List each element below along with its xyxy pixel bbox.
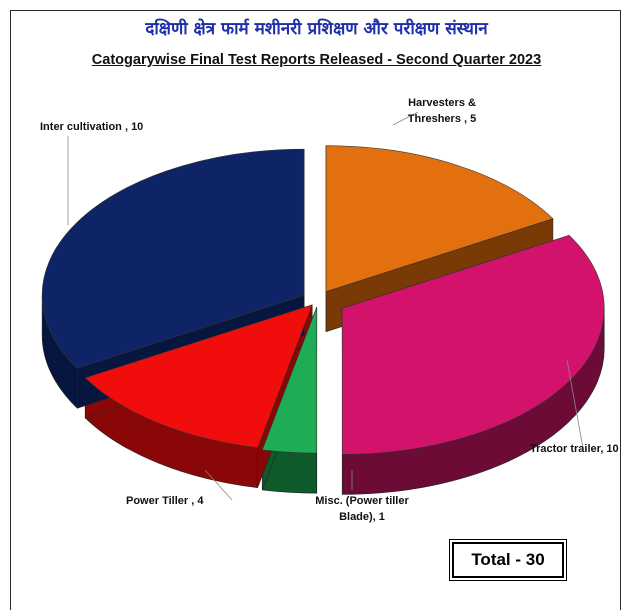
slice-misc-power-tiller-blade <box>261 307 318 454</box>
slice-power-tiller <box>84 304 313 448</box>
slice-harvesters-threshers <box>325 145 554 293</box>
data-label-line: Threshers , 5 <box>408 113 476 125</box>
data-label-misc-power-tiller-blade: Misc. (Power tiller Blade), 1 <box>315 495 409 523</box>
data-label-line: Blade), 1 <box>339 511 385 523</box>
slice-tractor-trailer <box>341 235 605 455</box>
data-label-line: Misc. (Power tiller <box>315 495 409 507</box>
leader-line-power-tiller <box>204 469 233 501</box>
slice-inter-cultivation <box>41 148 305 369</box>
data-label-line: Tractor trailer, 10 <box>530 443 619 455</box>
chart-title: Catogarywise Final Test Reports Released… <box>91 52 542 68</box>
data-label-inter-cultivation: Inter cultivation , 10 <box>40 121 143 133</box>
leader-line-harvesters-threshers <box>392 111 419 126</box>
data-label-line: Harvesters & <box>408 97 476 109</box>
institute-title-hindi: दक्षिणी क्षेत्र फार्म मशीनरी प्रशिक्षण औ… <box>145 19 488 39</box>
data-label-line: Inter cultivation , 10 <box>40 121 143 133</box>
data-label-harvesters-threshers: Harvesters & Threshers , 5 <box>408 97 476 125</box>
data-label-power-tiller: Power Tiller , 4 <box>126 495 204 507</box>
data-label-tractor-trailer: Tractor trailer, 10 <box>530 443 619 455</box>
total-box: Total - 30 <box>449 539 567 581</box>
data-label-line: Power Tiller , 4 <box>126 495 204 507</box>
leader-line-tractor-trailer <box>566 359 584 449</box>
